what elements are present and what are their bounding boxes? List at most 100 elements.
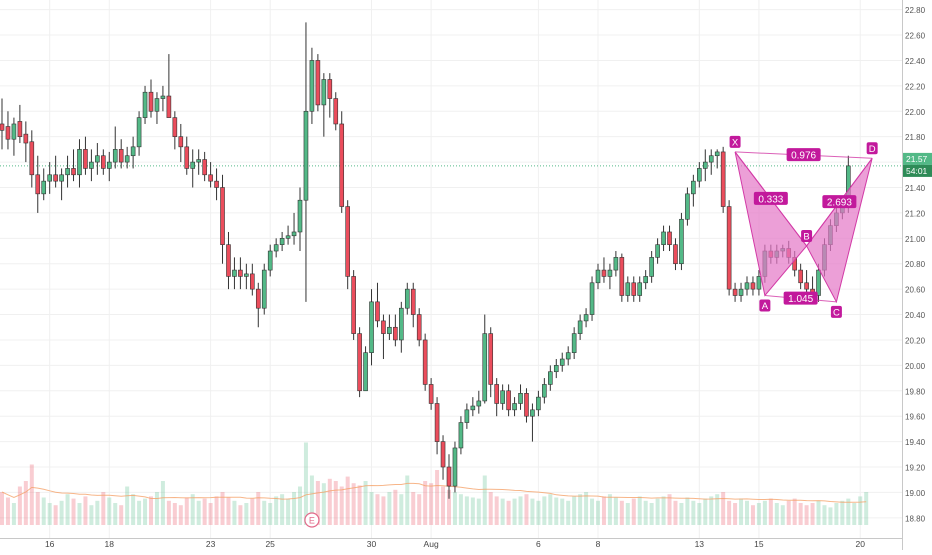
candle [209, 162, 213, 187]
candle [89, 149, 93, 181]
volume-bar [95, 501, 99, 525]
volume-bar [66, 494, 70, 525]
candle [745, 276, 749, 295]
volume-bar [554, 498, 558, 526]
y-tick-label: 20.80 [905, 260, 926, 269]
candle-body [191, 162, 195, 168]
candle [215, 168, 219, 200]
volume-bar [226, 498, 230, 526]
candle-body [12, 124, 16, 139]
candle [399, 302, 403, 353]
volume-bar [465, 496, 469, 525]
candle [679, 213, 683, 270]
candle-body [632, 283, 636, 296]
candle-body [328, 80, 332, 99]
candle-body [519, 393, 523, 403]
candle [662, 226, 666, 251]
volume-bar [149, 496, 153, 525]
candle-body [405, 289, 409, 308]
volume-bar [548, 494, 552, 525]
volume-bar [417, 494, 421, 525]
volume-bar [125, 487, 129, 526]
y-tick-label: 22.00 [905, 108, 926, 117]
volume-bar [691, 501, 695, 525]
candle-body [668, 232, 672, 245]
candle-body [644, 276, 648, 282]
candle [280, 232, 284, 251]
x-tick-label: 15 [754, 539, 764, 549]
candle [501, 384, 505, 409]
candle-body [0, 124, 4, 130]
volume-bar [167, 501, 171, 525]
volume-bar [453, 492, 457, 525]
candle-body [101, 156, 105, 169]
volume-bar [119, 505, 123, 525]
candle-body [268, 251, 272, 270]
candle-body [513, 403, 517, 409]
volume-bar [387, 492, 391, 525]
volume-bar [775, 503, 779, 525]
volume-bar [805, 505, 809, 525]
candle [620, 254, 624, 302]
candle-body [250, 274, 254, 289]
candle [304, 22, 308, 302]
candle [226, 232, 230, 289]
candle [566, 346, 570, 365]
volume-bar [304, 443, 308, 526]
candle [42, 168, 46, 200]
candle-body [83, 149, 87, 168]
candle [36, 156, 40, 213]
y-tick-label: 19.80 [905, 387, 926, 396]
volume-bar [429, 483, 433, 525]
volume-bar [817, 501, 821, 525]
volume-bar [30, 465, 34, 526]
candle-body [691, 181, 695, 194]
candle-body [739, 289, 743, 295]
event-marker[interactable]: E [305, 513, 319, 527]
candle [262, 264, 266, 315]
candle-body [697, 168, 701, 181]
volume-bar [745, 501, 749, 525]
point-label: A [762, 301, 769, 312]
volume-bar [602, 496, 606, 525]
volume-bar [143, 499, 147, 525]
candle-body [501, 391, 505, 404]
volume-bar [370, 492, 374, 525]
candle-body [620, 257, 624, 295]
volume-bar [787, 501, 791, 525]
candle [238, 257, 242, 289]
candle-body [638, 283, 642, 296]
candle-body [650, 257, 654, 276]
candle [644, 270, 648, 289]
candle-body [447, 467, 451, 486]
candle [602, 257, 606, 282]
volume-bar [620, 501, 624, 525]
candle-body [232, 270, 236, 276]
volume-bar [185, 498, 189, 526]
volume-bar [638, 496, 642, 525]
volume-bar [435, 470, 439, 525]
y-tick-label: 22.60 [905, 32, 926, 41]
candle-body [685, 194, 689, 219]
volume-bar [542, 496, 546, 525]
candle-body [560, 359, 564, 365]
volume-bar [244, 503, 248, 525]
x-tick-label: 13 [695, 539, 705, 549]
volume-bar [399, 494, 403, 525]
volume-bar [48, 503, 52, 525]
candle-body [60, 175, 64, 181]
volume-bar [501, 499, 505, 525]
candle-body [423, 340, 427, 384]
volume-bar [513, 499, 517, 525]
candle-body [662, 232, 666, 245]
y-tick-label: 19.00 [905, 489, 926, 498]
candle [286, 226, 290, 245]
candle [256, 283, 260, 327]
candle [799, 264, 803, 289]
volume-bar [727, 501, 731, 525]
candle-body [226, 245, 230, 277]
